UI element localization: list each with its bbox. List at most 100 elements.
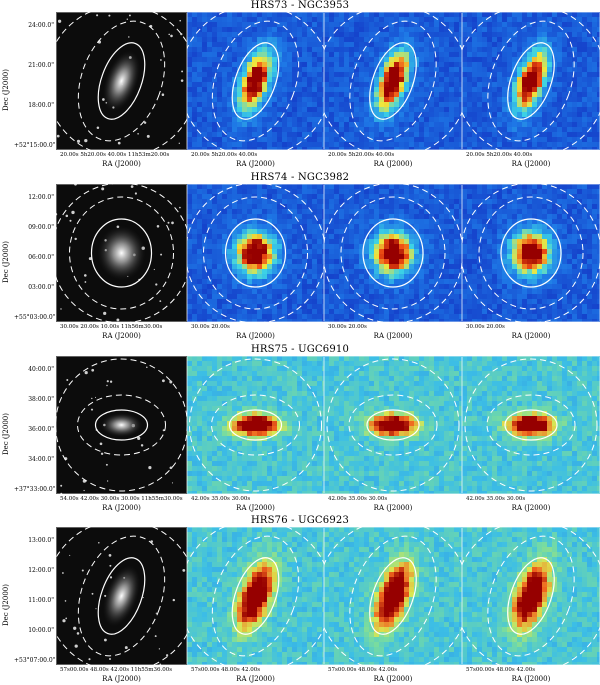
ra-axis-label: RA (J2000) — [56, 160, 187, 168]
star-point — [97, 127, 100, 130]
star-point — [95, 397, 96, 398]
flux-map — [187, 527, 324, 665]
y-tick-label: 38:00.0" — [14, 396, 54, 403]
star-point — [129, 14, 131, 16]
galaxy-emission — [101, 413, 143, 437]
star-point — [179, 20, 181, 22]
flux-map-panel — [187, 184, 324, 322]
flux-map — [324, 527, 462, 665]
y-tick-label: +53°07:00.0" — [14, 657, 54, 664]
star-point — [69, 555, 70, 556]
star-point — [91, 369, 94, 372]
star-point — [71, 211, 74, 214]
star-point — [92, 593, 94, 595]
star-point — [162, 93, 165, 96]
optical-image — [56, 527, 187, 665]
x-tick-labels: 30.00s 20.00s — [328, 324, 367, 330]
star-point — [156, 613, 157, 614]
star-point — [108, 15, 110, 17]
flux-map-panel — [187, 527, 324, 665]
optical-image-panel — [56, 12, 187, 150]
y-tick-label: +37°33:00.0" — [14, 486, 54, 493]
y-tick-label: 40:00.0" — [14, 366, 54, 373]
x-tick-labels: 20.00s 5h20.00s 40.00s — [328, 152, 394, 158]
star-point — [103, 312, 106, 315]
optical-image-panel — [56, 527, 187, 665]
star-point — [110, 576, 112, 578]
star-point — [101, 453, 103, 455]
y-tick-label: 06:00.0" — [14, 254, 54, 261]
flux-map — [324, 356, 462, 494]
flux-map — [462, 356, 600, 494]
ra-axis-label: RA (J2000) — [324, 332, 462, 340]
star-point — [58, 20, 61, 23]
y-tick-label: 24:00.0" — [14, 22, 54, 29]
flux-map-panel — [187, 12, 324, 150]
flux-map-panel — [462, 12, 600, 150]
star-point — [155, 283, 157, 285]
star-point — [75, 644, 78, 647]
star-point — [74, 238, 76, 240]
ra-axis-label: RA (J2000) — [462, 504, 600, 512]
star-point — [128, 36, 129, 37]
x-tick-labels: 57s00.00s 48.00s 42.00s — [466, 667, 535, 673]
x-tick-labels: 42.00s 35.00s 30.00s — [328, 496, 387, 502]
star-point — [98, 542, 100, 544]
star-point — [179, 207, 181, 209]
star-point — [91, 398, 92, 399]
y-tick-label: 09:00.0" — [14, 224, 54, 231]
map-pixels — [462, 356, 600, 494]
star-point — [160, 59, 162, 61]
star-point — [168, 222, 170, 224]
star-point — [104, 639, 107, 642]
star-point — [141, 444, 143, 446]
x-tick-labels: 30.00s 20.00s 10.00s 11h56m30.00s — [60, 324, 162, 330]
star-point — [170, 35, 173, 38]
star-point — [135, 192, 137, 194]
y-tick-label: 34:00.0" — [14, 456, 54, 463]
star-point — [62, 619, 65, 622]
y-tick-label: 36:00.0" — [14, 426, 54, 433]
star-point — [144, 121, 146, 123]
ra-axis-label: RA (J2000) — [187, 504, 324, 512]
flux-map — [324, 12, 462, 150]
star-point — [118, 142, 121, 145]
x-tick-labels: 42.00s 35.00s 30.00s — [466, 496, 525, 502]
star-point — [172, 482, 173, 483]
star-point — [66, 379, 68, 381]
star-point — [85, 281, 87, 283]
x-tick-labels: 20.00s 5h20.00s 40.00s — [466, 152, 532, 158]
y-tick-label: 12:00.0" — [14, 567, 54, 574]
star-point — [109, 554, 112, 557]
dec-axis-label: Dec (J2000) — [2, 575, 14, 635]
map-pixels — [462, 12, 600, 150]
x-tick-labels: 57s00.00s 48.00s 42.00s — [191, 667, 260, 673]
map-pixels — [324, 527, 462, 665]
star-point — [110, 381, 112, 383]
star-point — [77, 140, 80, 143]
star-point — [166, 654, 168, 656]
star-point — [65, 618, 67, 620]
star-point — [95, 608, 96, 609]
flux-map — [324, 184, 462, 322]
star-point — [171, 222, 174, 225]
y-tick-label: 12:00.0" — [14, 194, 54, 201]
map-pixels — [187, 356, 324, 494]
star-point — [57, 135, 60, 138]
flux-map — [187, 356, 324, 494]
x-tick-labels: 30.00s 20.00s — [466, 324, 505, 330]
star-point — [69, 220, 71, 222]
star-point — [125, 646, 128, 649]
flux-map-panel — [324, 356, 462, 494]
star-point — [146, 367, 148, 369]
map-pixels — [324, 184, 462, 322]
y-tick-label: 11:00.0" — [14, 597, 54, 604]
star-point — [109, 565, 111, 567]
y-tick-label: +52°15:00.0" — [14, 142, 54, 149]
star-point — [181, 79, 184, 82]
optical-image — [56, 356, 187, 494]
x-tick-labels: 42.00s 35.00s 30.00s — [191, 496, 250, 502]
